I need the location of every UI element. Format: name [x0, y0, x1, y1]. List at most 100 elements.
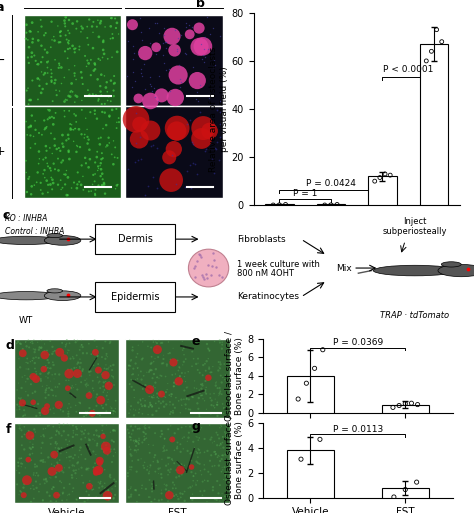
Point — [196, 412, 203, 420]
Point — [103, 78, 110, 86]
Point — [104, 352, 111, 361]
Point — [186, 406, 194, 414]
Point — [102, 84, 109, 92]
Point — [33, 462, 41, 470]
Point — [129, 365, 137, 373]
Point — [73, 425, 81, 433]
Point — [182, 183, 189, 191]
Point — [72, 469, 79, 477]
Point — [54, 383, 61, 391]
Ellipse shape — [0, 291, 59, 300]
Point — [158, 430, 166, 438]
Point — [165, 487, 173, 495]
Point — [132, 442, 140, 450]
Point — [54, 154, 62, 163]
Point — [53, 427, 61, 435]
Point — [148, 498, 155, 506]
Point — [57, 406, 64, 414]
Point — [59, 131, 66, 139]
Point — [62, 341, 70, 349]
Point — [73, 364, 80, 372]
Point — [147, 498, 155, 506]
Point — [102, 352, 110, 360]
Point — [135, 341, 142, 349]
Point — [40, 425, 47, 433]
Point — [64, 38, 72, 47]
Point — [173, 466, 180, 474]
Point — [106, 112, 113, 120]
Point — [222, 371, 229, 379]
Point — [43, 384, 50, 392]
Point — [180, 395, 188, 403]
Point — [438, 37, 446, 46]
Point — [155, 397, 163, 405]
Point — [76, 355, 84, 363]
Point — [159, 359, 167, 367]
Point — [78, 464, 85, 472]
Point — [142, 381, 149, 389]
Point — [204, 344, 212, 352]
Point — [154, 373, 161, 382]
Point — [43, 477, 51, 485]
Point — [158, 427, 165, 435]
Point — [37, 375, 45, 383]
Point — [81, 130, 89, 139]
Point — [321, 201, 328, 209]
Point — [44, 106, 52, 114]
Point — [51, 454, 59, 462]
Point — [90, 171, 97, 179]
Point — [64, 420, 71, 428]
Point — [128, 490, 135, 499]
Point — [70, 384, 77, 392]
Point — [91, 60, 99, 68]
Point — [145, 368, 153, 376]
Point — [39, 439, 46, 447]
Point — [209, 63, 217, 71]
Point — [222, 432, 229, 440]
Point — [98, 91, 105, 99]
Point — [113, 105, 120, 113]
Point — [41, 347, 48, 355]
Point — [133, 139, 140, 147]
Point — [32, 478, 40, 486]
Point — [107, 339, 115, 347]
Point — [55, 428, 63, 436]
Point — [155, 337, 163, 345]
Point — [200, 274, 208, 283]
Point — [47, 167, 55, 175]
Point — [52, 76, 59, 84]
Point — [135, 439, 142, 447]
Point — [311, 364, 319, 372]
Point — [106, 471, 114, 479]
Point — [181, 487, 188, 496]
Text: Keratinocytes: Keratinocytes — [237, 292, 299, 302]
Point — [107, 76, 115, 85]
Point — [114, 154, 121, 162]
Point — [164, 349, 172, 358]
Point — [28, 449, 36, 458]
Point — [82, 381, 90, 389]
Point — [23, 131, 31, 139]
Point — [55, 445, 63, 453]
Point — [36, 343, 43, 351]
Point — [68, 80, 75, 88]
Point — [110, 407, 118, 415]
Point — [128, 457, 136, 465]
Point — [93, 351, 101, 360]
Point — [50, 449, 57, 458]
Point — [218, 379, 226, 387]
Point — [49, 483, 57, 491]
Point — [191, 377, 199, 385]
Point — [189, 490, 196, 498]
Point — [86, 371, 93, 379]
Point — [180, 445, 187, 453]
Point — [65, 134, 73, 143]
Point — [38, 382, 46, 390]
Point — [37, 444, 45, 452]
Point — [101, 189, 109, 198]
Point — [182, 405, 190, 413]
Point — [173, 380, 180, 388]
Point — [170, 490, 177, 498]
Point — [137, 14, 144, 23]
Point — [224, 345, 231, 353]
